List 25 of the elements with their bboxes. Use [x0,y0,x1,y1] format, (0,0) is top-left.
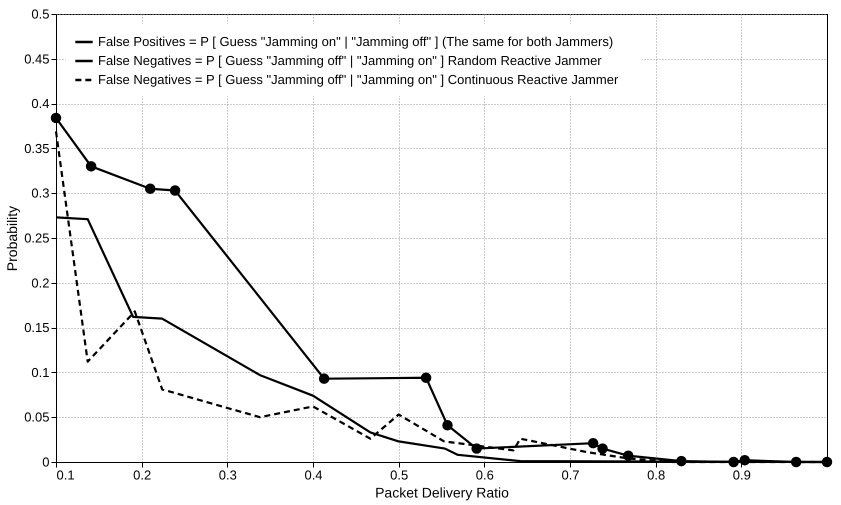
y-tick-label: 0.35 [24,140,50,156]
legend-label: False Positives = P [ Guess "Jamming on" | "Jamming off" ] (The same for both Jammers) [98,34,614,49]
legend-label: False Negatives = P [ Guess "Jamming off" | "Jamming on" ] Random Reactive Jammer [98,53,602,68]
y-tick-label: 0.2 [31,275,50,290]
y-tick-label: 0.15 [24,320,50,336]
x-tick-label: 0.8 [647,468,666,482]
x-tick-label: 0.6 [476,468,494,482]
y-tick-label: 0.4 [31,96,50,112]
x-tick-label: 0.4 [304,468,323,482]
y-tick-label: 0.5 [31,6,50,22]
x-tick-label: 0.1 [56,468,75,482]
y-tick-label: 0.45 [24,51,50,66]
y-tick-label: 0.05 [24,410,50,425]
x-tick-label: 0.2 [133,468,152,482]
x-tick-label: 0.5 [390,468,408,482]
x-tick-label: 0.7 [561,468,580,482]
y-tick-label: 0.25 [24,230,50,246]
y-tick-label: 0 [42,454,50,470]
x-tick-label: 0.3 [218,468,237,482]
y-tick-label: 0.3 [31,186,50,201]
x-axis-title: Packet Delivery Ratio [375,484,510,500]
y-tick-label: 0.1 [31,364,50,380]
legend-label: False Negatives = P [ Guess "Jamming off" | "Jamming on" ] Continuous Reactive Jammer [98,72,619,87]
y-axis-title: Probability [4,206,20,272]
x-tick-label: 0.9 [732,468,751,482]
